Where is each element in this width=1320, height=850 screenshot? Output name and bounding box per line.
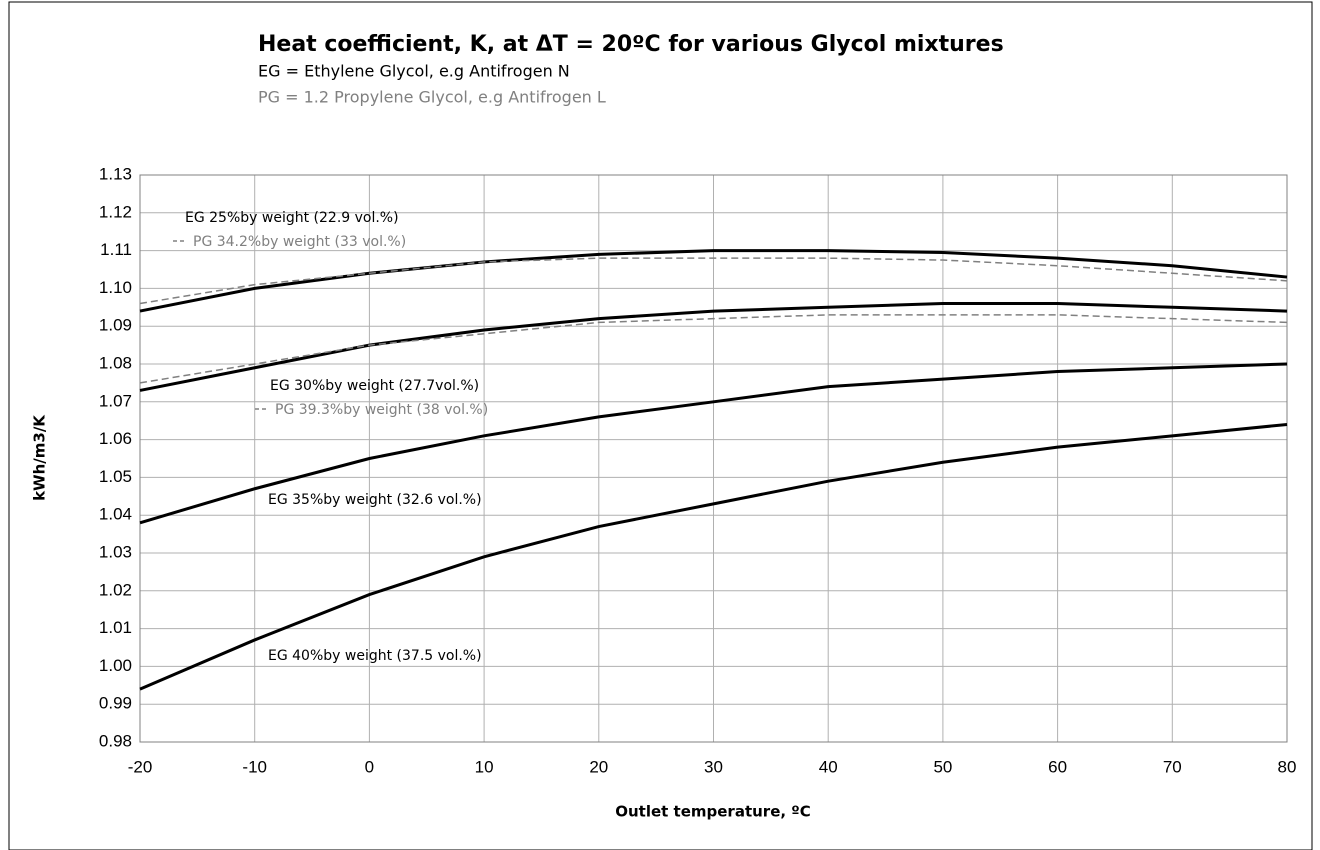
x-tick-label: 30 xyxy=(704,757,723,776)
y-tick-label: 1.08 xyxy=(99,353,132,372)
x-tick-label: 20 xyxy=(589,757,608,776)
x-tick-label: 0 xyxy=(365,757,374,776)
series-label: EG 35%by weight (32.6 vol.%) xyxy=(268,492,482,508)
x-tick-label: 50 xyxy=(933,757,952,776)
series-label: PG 34.2%by weight (33 vol.%) xyxy=(193,234,406,250)
y-tick-label: 1.00 xyxy=(99,656,132,675)
chart-title: Heat coefficient, K, at ΔT = 20ºC for va… xyxy=(258,32,1004,57)
y-tick-label: 0.99 xyxy=(99,694,132,713)
series-line xyxy=(139,422,1288,691)
x-axis-label: Outlet temperature, ºC xyxy=(615,803,811,821)
series-label: EG 30%by weight (27.7vol.%) xyxy=(270,378,479,394)
y-tick-label: 1.06 xyxy=(99,429,132,448)
x-tick-label: 60 xyxy=(1048,757,1067,776)
subtitle: EG = Ethylene Glycol, e.g Antifrogen N xyxy=(258,62,570,81)
series-line xyxy=(139,362,1288,525)
plot-border xyxy=(139,174,1288,743)
frame xyxy=(8,1,1313,850)
series-line xyxy=(139,302,1288,392)
y-tick-label: 1.11 xyxy=(100,240,132,259)
x-tick-label: 10 xyxy=(475,757,494,776)
series-line xyxy=(139,249,1288,313)
x-tick-label: -10 xyxy=(242,757,267,776)
y-tick-label: 1.02 xyxy=(99,580,132,599)
x-tick-label: 40 xyxy=(819,757,838,776)
series-label: PG 39.3%by weight (38 vol.%) xyxy=(275,402,488,418)
series-line xyxy=(139,314,1288,384)
y-tick-label: 1.12 xyxy=(99,202,132,221)
x-tick-label: -20 xyxy=(128,757,153,776)
y-tick-label: 1.04 xyxy=(99,505,132,524)
y-tick-label: 1.09 xyxy=(99,316,132,335)
x-tick-label: 80 xyxy=(1278,757,1297,776)
y-tick-label: 1.13 xyxy=(99,164,132,183)
y-tick-label: 1.10 xyxy=(99,278,132,297)
series-label: EG 25%by weight (22.9 vol.%) xyxy=(185,210,399,226)
y-tick-label: 1.01 xyxy=(99,618,132,637)
y-tick-label: 1.05 xyxy=(99,467,132,486)
series-line xyxy=(139,257,1288,305)
y-tick-label: 0.98 xyxy=(99,731,132,750)
x-tick-label: 70 xyxy=(1163,757,1182,776)
y-axis-label: kWh/m3/K xyxy=(31,414,49,501)
subtitle: PG = 1.2 Propylene Glycol, e.g Antifroge… xyxy=(258,88,606,107)
y-tick-label: 1.03 xyxy=(99,542,132,561)
series-label: EG 40%by weight (37.5 vol.%) xyxy=(268,648,482,664)
y-tick-label: 1.07 xyxy=(99,391,132,410)
